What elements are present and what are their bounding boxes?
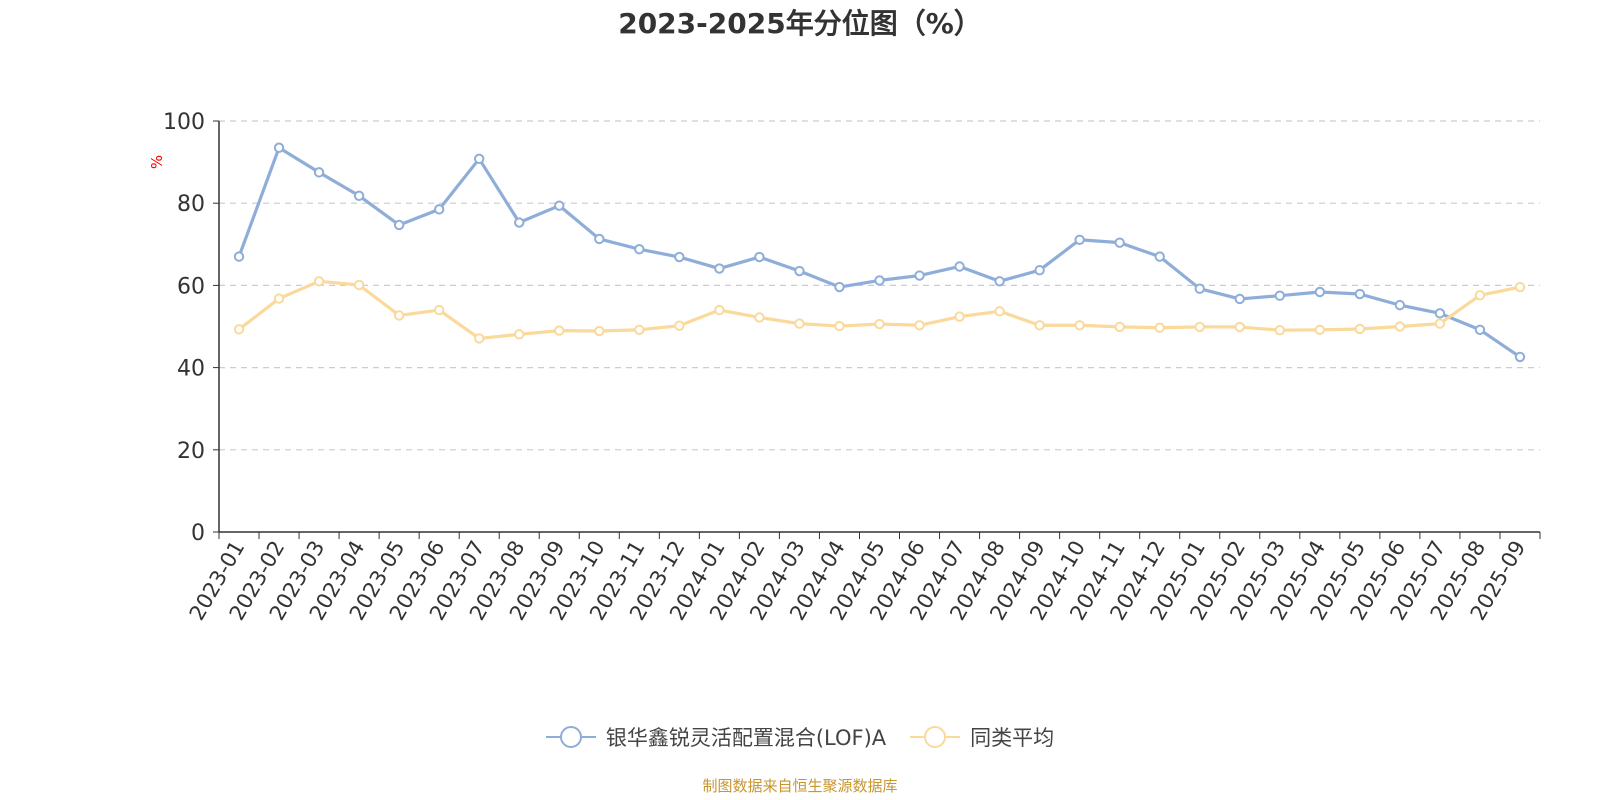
data-point-fund[interactable] <box>1074 234 1085 245</box>
data-point-peer-average[interactable] <box>1074 320 1085 331</box>
data-point-fund[interactable] <box>954 261 965 272</box>
data-point-fund[interactable] <box>1194 283 1205 294</box>
legend-label-fund: 银华鑫锐灵活配置混合(LOF)A <box>605 726 887 750</box>
data-point-peer-average[interactable] <box>634 324 645 335</box>
data-point-fund[interactable] <box>914 270 925 281</box>
data-point-peer-average[interactable] <box>1274 324 1286 336</box>
data-point-fund[interactable] <box>1434 308 1446 319</box>
data-point-fund[interactable] <box>874 275 885 286</box>
data-point-fund[interactable] <box>353 190 365 202</box>
data-point-peer-average[interactable] <box>1474 290 1486 301</box>
data-point-peer-average[interactable] <box>1114 321 1125 333</box>
series-line-peer-average <box>237 279 1522 341</box>
data-point-peer-average[interactable] <box>1154 322 1165 333</box>
data-point-peer-average[interactable] <box>674 320 685 331</box>
data-point-peer-average[interactable] <box>794 318 805 329</box>
data-point-peer-average[interactable] <box>393 310 405 321</box>
data-source-note: 制图数据来自恒生聚源数据库 <box>702 777 898 795</box>
data-point-fund[interactable] <box>1034 264 1045 276</box>
data-point-fund[interactable] <box>834 281 845 293</box>
y-axis-unit-label: % <box>148 155 166 169</box>
data-point-fund[interactable] <box>594 233 605 245</box>
data-point-peer-average[interactable] <box>554 325 565 336</box>
data-point-fund[interactable] <box>554 200 565 211</box>
y-tick-label: 40 <box>177 357 205 382</box>
data-point-fund[interactable] <box>754 251 765 263</box>
data-point-fund[interactable] <box>1234 293 1245 305</box>
data-point-fund[interactable] <box>514 217 525 228</box>
data-point-peer-average[interactable] <box>1434 318 1446 329</box>
legend-marker-fund-icon <box>545 726 596 748</box>
data-point-peer-average[interactable] <box>714 304 725 316</box>
data-point-peer-average[interactable] <box>273 293 285 304</box>
data-point-fund[interactable] <box>273 142 285 153</box>
data-point-fund[interactable] <box>433 204 445 215</box>
data-point-peer-average[interactable] <box>313 276 325 287</box>
legend-item-fund[interactable]: 银华鑫锐灵活配置混合(LOF)A <box>545 722 887 752</box>
data-point-fund[interactable] <box>714 263 725 274</box>
data-point-peer-average[interactable] <box>834 320 845 332</box>
data-point-peer-average[interactable] <box>1514 281 1526 293</box>
data-point-peer-average[interactable] <box>1314 324 1326 335</box>
data-point-fund[interactable] <box>1274 290 1286 301</box>
data-point-fund[interactable] <box>994 276 1005 287</box>
data-point-fund[interactable] <box>393 219 405 231</box>
data-point-fund[interactable] <box>634 244 645 255</box>
data-point-peer-average[interactable] <box>1034 320 1045 331</box>
data-point-peer-average[interactable] <box>954 311 965 322</box>
series-lines <box>233 142 1526 363</box>
legend: 银华鑫锐灵活配置混合(LOF)A 同类平均 <box>0 722 1600 752</box>
data-point-fund[interactable] <box>674 251 685 263</box>
data-point-peer-average[interactable] <box>914 320 925 331</box>
data-point-peer-average[interactable] <box>1234 321 1245 333</box>
chart-title: 2023-2025年分位图（%） <box>618 7 982 40</box>
data-point-peer-average[interactable] <box>473 333 485 344</box>
data-point-peer-average[interactable] <box>353 279 365 291</box>
y-tick-label: 100 <box>163 110 205 135</box>
data-point-peer-average[interactable] <box>1394 321 1406 332</box>
data-point-fund[interactable] <box>794 265 805 277</box>
data-point-fund[interactable] <box>1394 299 1406 311</box>
data-point-peer-average[interactable] <box>433 304 445 316</box>
data-point-peer-average[interactable] <box>754 312 765 323</box>
data-point-fund[interactable] <box>233 251 245 262</box>
legend-item-peer-average[interactable]: 同类平均 <box>910 722 1054 752</box>
data-point-fund[interactable] <box>313 167 325 178</box>
data-point-peer-average[interactable] <box>874 318 885 330</box>
data-point-fund[interactable] <box>1114 237 1125 248</box>
data-point-peer-average[interactable] <box>994 306 1005 317</box>
data-point-fund[interactable] <box>1514 351 1526 363</box>
data-point-peer-average[interactable] <box>514 329 525 340</box>
data-point-peer-average[interactable] <box>1354 323 1366 335</box>
data-point-fund[interactable] <box>1154 251 1165 262</box>
y-tick-label: 60 <box>177 274 205 299</box>
legend-marker-peer-average-icon <box>910 726 961 748</box>
data-point-peer-average[interactable] <box>594 325 605 337</box>
data-point-fund[interactable] <box>473 153 485 165</box>
y-tick-label: 20 <box>177 439 205 464</box>
data-point-fund[interactable] <box>1354 288 1366 300</box>
y-tick-label: 0 <box>191 521 205 546</box>
data-point-fund[interactable] <box>1314 286 1326 298</box>
data-point-peer-average[interactable] <box>233 324 245 335</box>
data-point-fund[interactable] <box>1474 324 1486 335</box>
legend-label-peer-average: 同类平均 <box>970 726 1055 750</box>
data-point-peer-average[interactable] <box>1194 321 1205 333</box>
y-tick-label: 80 <box>177 192 205 217</box>
